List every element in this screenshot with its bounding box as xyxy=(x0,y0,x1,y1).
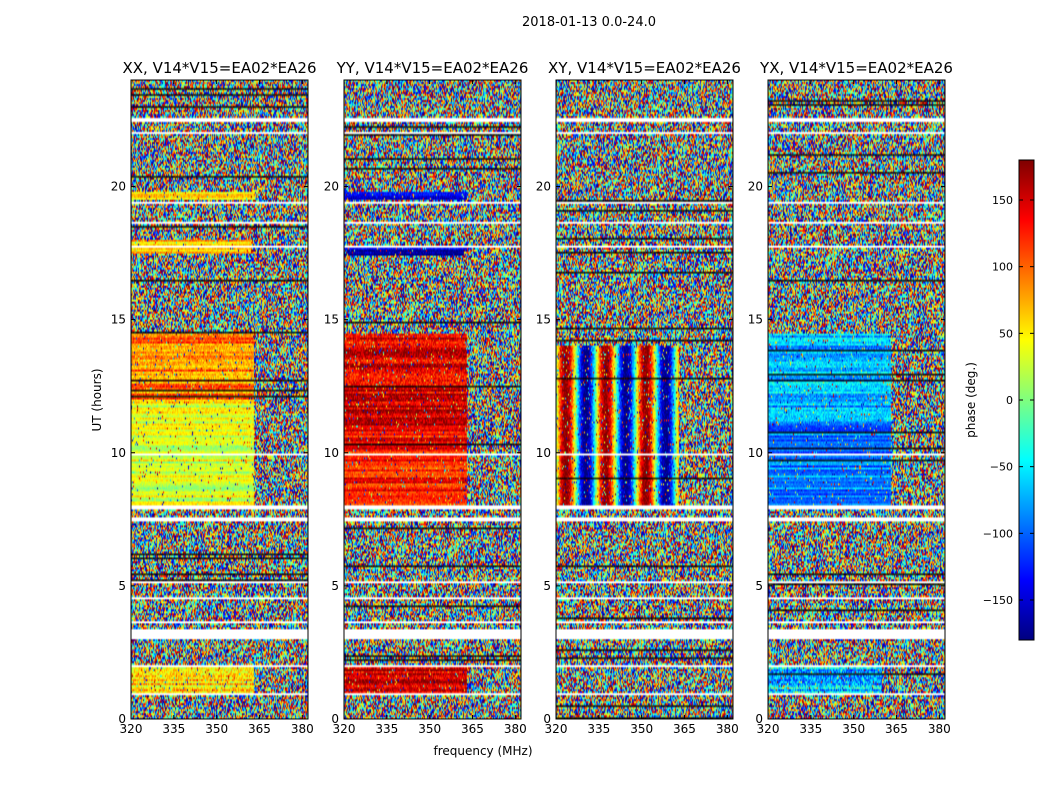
y-tick-label: 5 xyxy=(118,579,126,593)
colorbar-tick-label: 150 xyxy=(992,194,1013,207)
y-tick-label: 20 xyxy=(536,180,551,194)
colorbar-tick-label: 50 xyxy=(999,327,1013,340)
y-tick-label: 20 xyxy=(748,180,763,194)
panel-title: XY, V14*V15=EA02*EA26 xyxy=(548,59,741,77)
y-tick-label: 20 xyxy=(324,180,339,194)
x-tick-label: 335 xyxy=(799,722,822,736)
y-tick-label: 10 xyxy=(324,446,339,460)
panel-title: YY, V14*V15=EA02*EA26 xyxy=(336,59,529,77)
y-tick-label: 0 xyxy=(755,712,763,726)
phase-heatmap xyxy=(768,80,945,719)
y-tick-label: 10 xyxy=(111,446,126,460)
x-tick-label: 335 xyxy=(375,722,398,736)
y-tick-label: 0 xyxy=(118,712,126,726)
y-tick-label: 15 xyxy=(536,313,551,327)
x-tick-label: 365 xyxy=(248,722,271,736)
y-tick-label: 15 xyxy=(324,313,339,327)
colorbar-tick-label: 0 xyxy=(1006,394,1013,407)
y-tick-label: 0 xyxy=(331,712,339,726)
x-tick-label: 380 xyxy=(504,722,527,736)
x-tick-label: 365 xyxy=(673,722,696,736)
panel-title: XX, V14*V15=EA02*EA26 xyxy=(122,59,316,77)
y-tick-label: 20 xyxy=(111,180,126,194)
x-tick-label: 380 xyxy=(291,722,314,736)
x-tick-label: 350 xyxy=(418,722,441,736)
x-tick-label: 350 xyxy=(205,722,228,736)
y-tick-label: 0 xyxy=(543,712,551,726)
x-tick-label: 335 xyxy=(587,722,610,736)
colorbar-tick-label: −150 xyxy=(983,594,1013,607)
y-tick-label: 15 xyxy=(111,313,126,327)
y-tick-label: 10 xyxy=(748,446,763,460)
x-tick-label: 365 xyxy=(461,722,484,736)
x-tick-label: 335 xyxy=(162,722,185,736)
colorbar-label: phase (deg.) xyxy=(964,362,978,438)
colorbar-tick-label: 100 xyxy=(992,261,1013,274)
y-tick-label: 5 xyxy=(543,579,551,593)
phase-heatmap xyxy=(131,80,308,719)
colorbar-tick-label: −100 xyxy=(983,527,1013,540)
figure-suptitle: 2018-01-13 0.0-24.0 xyxy=(522,15,656,30)
x-tick-label: 350 xyxy=(842,722,865,736)
colorbar: 150 100 50 0 −50 −100 −150 xyxy=(983,160,1034,640)
panel-title: YX, V14*V15=EA02*EA26 xyxy=(759,59,953,77)
phase-heatmap xyxy=(344,80,521,719)
x-tick-label: 380 xyxy=(928,722,951,736)
phase-heatmap xyxy=(556,80,733,719)
x-tick-label: 380 xyxy=(716,722,739,736)
x-axis-label: frequency (MHz) xyxy=(433,744,532,758)
y-axis-label: UT (hours) xyxy=(90,368,104,431)
y-tick-label: 5 xyxy=(331,579,339,593)
colorbar-tick-label: −50 xyxy=(990,461,1013,474)
x-tick-label: 350 xyxy=(630,722,653,736)
y-tick-label: 15 xyxy=(748,313,763,327)
x-tick-label: 365 xyxy=(885,722,908,736)
y-tick-label: 5 xyxy=(755,579,763,593)
y-tick-label: 10 xyxy=(536,446,551,460)
